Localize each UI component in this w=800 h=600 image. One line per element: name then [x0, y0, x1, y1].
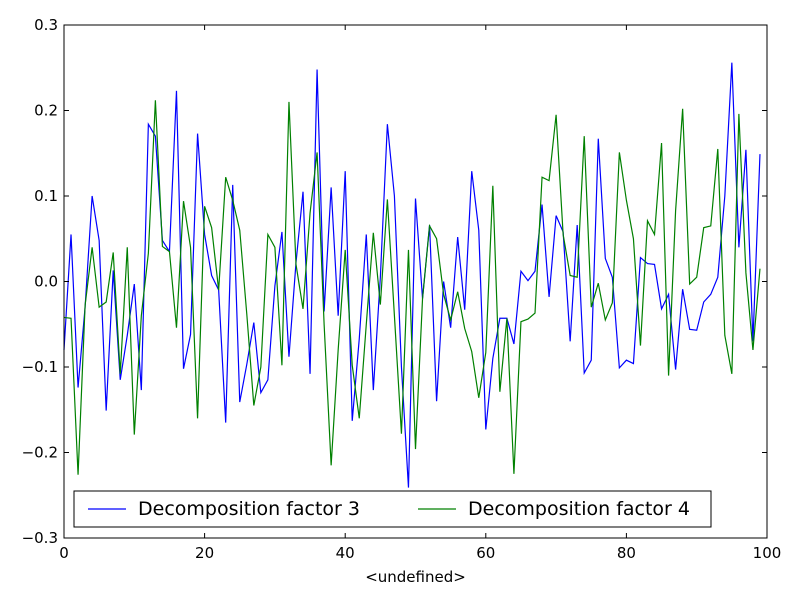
legend-box [73, 490, 712, 528]
legend: Decomposition factor 3 Decomposition fact… [73, 490, 712, 528]
y-tick-label: 0.3 [34, 16, 58, 34]
series-line-2 [63, 100, 761, 475]
x-axis-label: <undefined> [365, 568, 466, 586]
legend-label-1: Decomposition factor 3 [138, 498, 360, 520]
x-tick-label: 0 [59, 544, 69, 562]
y-tick-label: 0.0 [34, 273, 58, 291]
x-tick-label: 80 [617, 544, 636, 562]
x-tick-label: 100 [753, 544, 782, 562]
y-tick-label: −0.1 [22, 358, 58, 376]
y-tick-label: −0.3 [22, 529, 58, 547]
x-tick-label: 60 [476, 544, 495, 562]
legend-label-2: Decomposition factor 4 [468, 498, 690, 520]
y-tick-label: 0.2 [34, 102, 58, 120]
x-tick-label: 40 [336, 544, 355, 562]
x-tick-label: 20 [195, 544, 214, 562]
series-layer [63, 62, 761, 488]
tick-layer: 0 20 40 60 80 100 −0.3 −0.2 −0.1 0.0 0.1 0.2 0.3 [22, 16, 782, 562]
y-tick-label: −0.2 [22, 444, 58, 462]
y-tick-label: 0.1 [34, 187, 58, 205]
